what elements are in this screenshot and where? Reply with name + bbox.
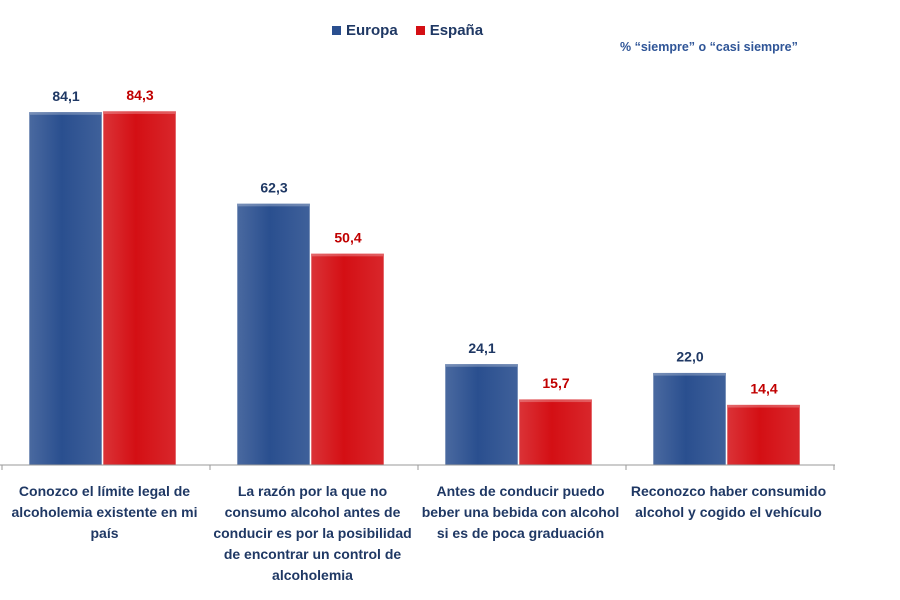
- bar-europa-3: [652, 372, 727, 466]
- data-label-0-1: 62,3: [260, 179, 287, 195]
- bar-highlight-0-2: [446, 363, 517, 367]
- data-label-0-0: 84,1: [52, 88, 79, 104]
- category-label-3: Reconozco haber consumido alcohol y cogi…: [630, 483, 827, 520]
- bar-highlight-1-1: [312, 253, 383, 257]
- data-label-0-2: 24,1: [468, 340, 495, 356]
- data-label-1-2: 15,7: [542, 375, 569, 391]
- bar-espana-0: [102, 110, 177, 466]
- bar-europa-0: [28, 111, 103, 466]
- legend-swatch-europa: [332, 26, 341, 35]
- bar-espana-1: [310, 253, 385, 466]
- category-label-1: La razón por la que no consumo alcohol a…: [213, 483, 412, 583]
- bar-highlight-1-3: [728, 404, 799, 408]
- bar-highlight-0-3: [654, 372, 725, 376]
- category-label-2: Antes de conducir puedo beber una bebida…: [421, 483, 620, 541]
- bar-europa-2: [444, 363, 519, 466]
- data-label-1-3: 14,4: [750, 381, 777, 397]
- legend-label-europa: Europa: [346, 22, 398, 39]
- bar-highlight-1-0: [104, 110, 175, 114]
- data-label-1-1: 50,4: [334, 229, 361, 245]
- legend: Europa España: [332, 22, 483, 39]
- data-label-1-0: 84,3: [126, 87, 153, 103]
- bar-espana-3: [726, 404, 801, 466]
- bar-espana-2: [518, 398, 593, 466]
- bar-europa-1: [236, 203, 311, 466]
- data-label-0-3: 22,0: [676, 349, 703, 365]
- legend-label-espana: España: [429, 22, 484, 39]
- bar-highlight-1-2: [520, 399, 591, 403]
- legend-item-europa: Europa: [332, 22, 398, 39]
- legend-swatch-espana: [415, 26, 425, 35]
- legend-item-espana: España: [415, 22, 484, 39]
- percent-note: % “siempre” o “casi siempre”: [620, 40, 798, 54]
- bar-highlight-0-1: [238, 203, 309, 207]
- bar-highlight-0-0: [30, 111, 101, 115]
- category-label-0: Conozco el límite legal de alcoholemia e…: [11, 483, 198, 541]
